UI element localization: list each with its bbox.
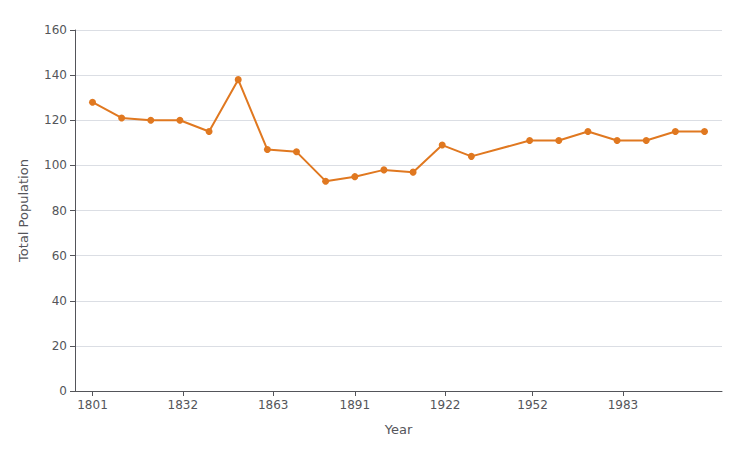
svg-text:140: 140 bbox=[44, 68, 67, 82]
svg-text:1863: 1863 bbox=[258, 398, 289, 412]
svg-text:40: 40 bbox=[52, 294, 67, 308]
svg-text:1832: 1832 bbox=[168, 398, 199, 412]
svg-text:160: 160 bbox=[44, 23, 67, 37]
svg-text:1952: 1952 bbox=[517, 398, 548, 412]
svg-text:1922: 1922 bbox=[430, 398, 461, 412]
svg-text:1801: 1801 bbox=[77, 398, 108, 412]
svg-text:1983: 1983 bbox=[608, 398, 639, 412]
svg-text:80: 80 bbox=[52, 204, 67, 218]
svg-text:1891: 1891 bbox=[340, 398, 371, 412]
svg-text:120: 120 bbox=[44, 113, 67, 127]
svg-text:20: 20 bbox=[52, 339, 67, 353]
svg-text:100: 100 bbox=[44, 158, 67, 172]
svg-text:Total Population: Total Population bbox=[16, 159, 31, 263]
svg-text:0: 0 bbox=[59, 384, 67, 398]
svg-text:60: 60 bbox=[52, 249, 67, 263]
svg-text:Year: Year bbox=[384, 422, 413, 437]
